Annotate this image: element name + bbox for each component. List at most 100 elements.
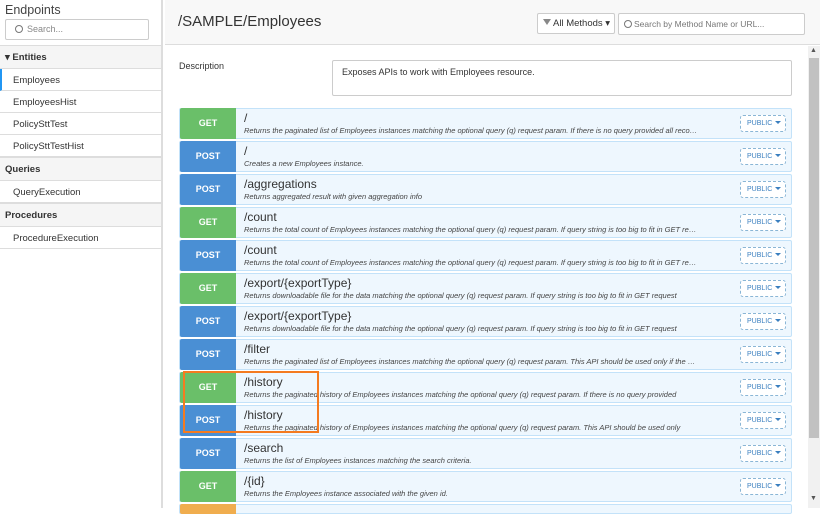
method-badge: GET	[180, 372, 236, 403]
access-dropdown[interactable]: PUBLIC	[740, 478, 786, 495]
endpoint-row[interactable]: POST /aggregations Returns aggregated re…	[179, 174, 792, 205]
endpoint-description: Creates a new Employees instance.	[244, 159, 364, 168]
endpoint-path: /	[244, 144, 248, 158]
access-label: PUBLIC	[747, 483, 773, 490]
endpoint-row[interactable]: POST /filter Returns the paginated list …	[179, 339, 792, 370]
access-dropdown[interactable]: PUBLIC	[740, 346, 786, 363]
endpoint-path: /count	[244, 210, 277, 224]
access-dropdown[interactable]: PUBLIC	[740, 115, 786, 132]
sidebar-item[interactable]: EmployeesHist	[0, 91, 161, 113]
sidebar-search-input[interactable]: Search...	[5, 19, 149, 40]
access-label: PUBLIC	[747, 351, 773, 358]
endpoint-path: /export/{exportType}	[244, 276, 352, 290]
endpoint-row[interactable]: POST /export/{exportType} Returns downlo…	[179, 306, 792, 337]
method-badge	[180, 504, 236, 514]
endpoint-description: Returns the paginated list of Employees …	[244, 126, 699, 135]
endpoint-path: /export/{exportType}	[244, 309, 352, 323]
endpoint-row[interactable]: POST /history Returns the paginated hist…	[179, 405, 792, 436]
method-badge: GET	[180, 207, 236, 238]
endpoint-row[interactable]: POST / Creates a new Employees instance.…	[179, 141, 792, 172]
caret-down-icon	[775, 385, 782, 388]
scroll-up-icon[interactable]: ▲	[810, 47, 817, 54]
endpoint-row-partial[interactable]	[179, 504, 792, 514]
method-badge: POST	[180, 306, 236, 337]
endpoint-path: /filter	[244, 342, 271, 356]
access-label: PUBLIC	[747, 153, 773, 160]
caret-down-icon	[775, 187, 782, 190]
method-badge: POST	[180, 438, 236, 469]
access-label: PUBLIC	[747, 120, 773, 127]
sidebar: Endpoints Search... ▾ Entities Employees E…	[0, 0, 163, 508]
access-label: PUBLIC	[747, 318, 773, 325]
scrollbar-thumb[interactable]	[809, 58, 819, 438]
method-badge: POST	[180, 141, 236, 172]
endpoint-row[interactable]: GET /history Returns the paginated histo…	[179, 372, 792, 403]
sidebar-section[interactable]: Procedures	[0, 203, 161, 227]
caret-down-icon	[775, 220, 782, 223]
endpoint-description: Returns the Employees instance associate…	[244, 489, 448, 498]
method-badge: POST	[180, 174, 236, 205]
access-dropdown[interactable]: PUBLIC	[740, 313, 786, 330]
access-dropdown[interactable]: PUBLIC	[740, 148, 786, 165]
method-badge: POST	[180, 339, 236, 370]
access-dropdown[interactable]: PUBLIC	[740, 379, 786, 396]
endpoint-row[interactable]: POST /search Returns the list of Employe…	[179, 438, 792, 469]
caret-down-icon	[775, 253, 782, 256]
description-textarea[interactable]: Exposes APIs to work with Employees reso…	[332, 60, 792, 96]
endpoint-path: /	[244, 111, 248, 125]
sidebar-section[interactable]: Queries	[0, 157, 161, 181]
access-label: PUBLIC	[747, 186, 773, 193]
caret-down-icon	[775, 154, 782, 157]
access-dropdown[interactable]: PUBLIC	[740, 412, 786, 429]
caret-down-icon	[775, 319, 782, 322]
description-label: Description	[179, 61, 225, 71]
endpoint-description: Returns the total count of Employees ins…	[244, 258, 699, 267]
access-dropdown[interactable]: PUBLIC	[740, 181, 786, 198]
access-label: PUBLIC	[747, 285, 773, 292]
endpoint-description: Returns downloadable file for the data m…	[244, 324, 677, 333]
caret-down-icon	[775, 286, 782, 289]
search-icon	[624, 20, 632, 28]
sidebar-item[interactable]: PolicySttTest	[0, 113, 161, 135]
access-dropdown[interactable]: PUBLIC	[740, 280, 786, 297]
endpoint-row[interactable]: GET /{id} Returns the Employees instance…	[179, 471, 792, 502]
sidebar-item[interactable]: QueryExecution	[0, 181, 161, 203]
endpoint-path: /aggregations	[244, 177, 317, 191]
method-badge: GET	[180, 471, 236, 502]
search-placeholder: Search by Method Name or URL...	[634, 19, 765, 29]
endpoint-description: Returns the list of Employees instances …	[244, 456, 472, 465]
method-badge: POST	[180, 240, 236, 271]
search-placeholder: Search...	[27, 24, 64, 34]
endpoint-path: /count	[244, 243, 277, 257]
endpoint-path: /search	[244, 441, 284, 455]
endpoint-description: Returns the paginated list of Employees …	[244, 357, 699, 366]
endpoint-description: Returns the total count of Employees ins…	[244, 225, 699, 234]
endpoint-path: /{id}	[244, 474, 265, 488]
method-search-input[interactable]: Search by Method Name or URL...	[618, 13, 805, 35]
caret-down-icon	[775, 352, 782, 355]
endpoint-path: /history	[244, 375, 283, 389]
method-filter-dropdown[interactable]: All Methods ▾	[537, 13, 615, 34]
method-badge: POST	[180, 405, 236, 436]
endpoint-row[interactable]: GET /count Returns the total count of Em…	[179, 207, 792, 238]
scrollbar[interactable]: ▲ ▼	[808, 46, 820, 508]
sidebar-item[interactable]: Employees	[0, 69, 161, 91]
access-label: PUBLIC	[747, 384, 773, 391]
access-dropdown[interactable]: PUBLIC	[740, 214, 786, 231]
sidebar-section[interactable]: ▾ Entities	[0, 45, 161, 69]
access-dropdown[interactable]: PUBLIC	[740, 445, 786, 462]
scroll-down-icon[interactable]: ▼	[810, 495, 817, 502]
header: /SAMPLE/Employees All Methods ▾ Search b…	[165, 0, 820, 45]
endpoint-description: Returns aggregated result with given agg…	[244, 192, 423, 201]
highlight-box	[183, 371, 319, 433]
endpoint-row[interactable]: GET /export/{exportType} Returns downloa…	[179, 273, 792, 304]
endpoint-row[interactable]: GET / Returns the paginated list of Empl…	[179, 108, 792, 139]
search-icon	[15, 25, 23, 33]
method-badge: GET	[180, 273, 236, 304]
caret-down-icon	[775, 451, 782, 454]
method-filter-label: All Methods ▾	[553, 18, 611, 29]
sidebar-item[interactable]: ProcedureExecution	[0, 227, 161, 249]
sidebar-item[interactable]: PolicySttTestHist	[0, 135, 161, 157]
endpoint-row[interactable]: POST /count Returns the total count of E…	[179, 240, 792, 271]
access-dropdown[interactable]: PUBLIC	[740, 247, 786, 264]
